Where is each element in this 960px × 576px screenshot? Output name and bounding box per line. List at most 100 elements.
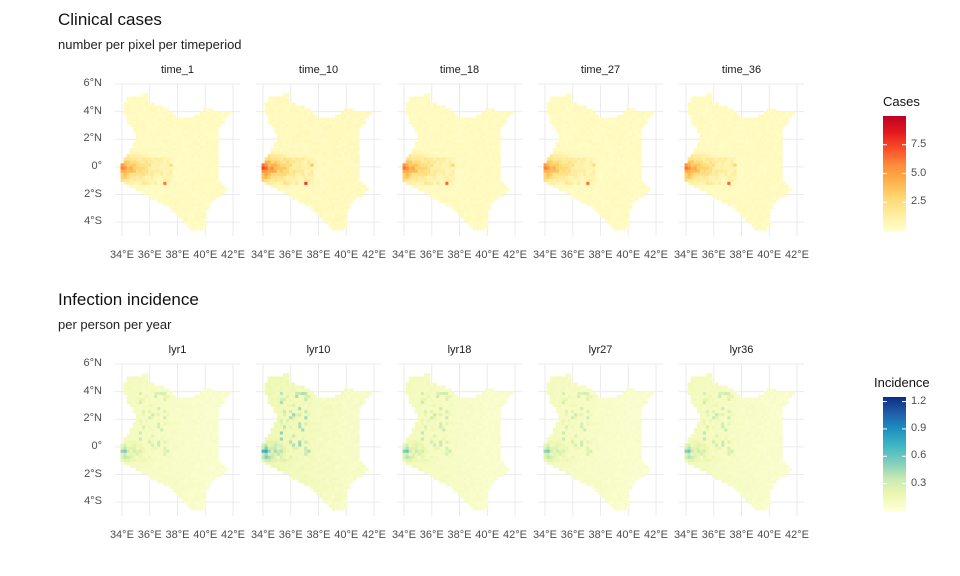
raster-cell: [334, 196, 339, 201]
raster-cell: [273, 120, 278, 125]
raster-cell: [451, 120, 455, 125]
raster-cell: [589, 163, 593, 167]
raster-cell: [187, 117, 192, 122]
raster-cell: [494, 175, 498, 179]
raster-cell: [610, 221, 615, 225]
raster-cell: [472, 227, 477, 231]
raster-cell: [215, 114, 219, 119]
raster-cell: [123, 111, 127, 115]
raster-cell: [549, 96, 554, 100]
raster-cell: [310, 175, 314, 179]
raster-cell: [580, 148, 584, 152]
raster-cell: [577, 172, 581, 176]
raster-cell: [730, 132, 734, 137]
raster-cell: [475, 166, 480, 170]
raster-cell: [568, 117, 572, 122]
raster-cell: [739, 117, 743, 122]
raster-cell: [151, 117, 155, 122]
raster-cell: [157, 190, 161, 195]
raster-cell: [767, 163, 771, 167]
raster-cell: [632, 181, 636, 185]
raster-cell: [574, 120, 578, 125]
raster-cell: [423, 111, 428, 115]
raster-cell: [635, 145, 639, 149]
raster-cell: [157, 114, 161, 119]
raster-cell: [564, 163, 569, 167]
raster-cell: [295, 175, 299, 179]
raster-cell: [344, 108, 348, 112]
raster-cell: [638, 181, 642, 185]
raster-cell: [568, 99, 572, 103]
raster-cell: [709, 105, 713, 109]
raster-cell: [138, 102, 143, 106]
raster-cell: [359, 187, 363, 191]
raster-cell: [475, 190, 480, 195]
raster-cell: [181, 184, 186, 188]
raster-cell: [568, 154, 572, 158]
raster-cell: [190, 154, 195, 158]
raster-cell: [209, 117, 213, 122]
raster-cell: [601, 202, 605, 207]
raster-cell: [451, 169, 455, 173]
raster-cell: [604, 166, 609, 170]
raster-cell: [356, 166, 360, 170]
raster-cell: [543, 178, 547, 182]
raster-cell: [712, 154, 716, 158]
raster-cell: [764, 187, 768, 191]
raster-cell: [472, 175, 477, 179]
raster-cell: [169, 178, 173, 182]
raster-cell: [328, 205, 333, 210]
raster-cell: [331, 208, 336, 213]
raster-cell: [344, 208, 348, 213]
raster-cell: [135, 114, 140, 119]
raster-cell: [175, 117, 179, 122]
raster-cell: [583, 181, 587, 185]
raster-cell: [475, 154, 480, 158]
raster-cell: [754, 202, 759, 207]
raster-cell: [463, 145, 468, 149]
raster-cell: [169, 184, 173, 188]
raster-cell: [742, 148, 746, 152]
raster-cell: [460, 205, 464, 210]
raster-cell: [273, 117, 278, 122]
raster-cell: [190, 218, 195, 222]
raster-cell: [555, 157, 560, 161]
raster-cell: [445, 123, 449, 128]
raster-cell: [488, 132, 492, 137]
raster-cell: [193, 193, 198, 198]
raster-cell: [184, 148, 189, 152]
raster-cell: [129, 117, 134, 122]
raster-cell: [402, 166, 406, 170]
raster-cell: [304, 163, 308, 167]
raster-cell: [757, 117, 762, 122]
raster-cell: [307, 142, 311, 146]
raster-cell: [709, 123, 713, 128]
raster-cell: [273, 99, 278, 103]
raster-cell: [282, 102, 287, 106]
raster-cell: [555, 169, 560, 173]
raster-cell: [635, 123, 639, 128]
raster-cell: [215, 175, 219, 179]
raster-cell: [353, 132, 357, 137]
raster-cell: [595, 196, 599, 201]
raster-cell: [494, 135, 498, 140]
raster-cell: [203, 111, 207, 115]
raster-cell: [405, 111, 409, 115]
raster-cell: [267, 181, 272, 185]
raster-cell: [619, 151, 624, 155]
raster-cell: [613, 227, 618, 231]
raster-cell: [730, 193, 734, 198]
raster-cell: [316, 175, 320, 179]
raster-cell: [739, 123, 743, 128]
raster-cell: [132, 129, 137, 134]
raster-cell: [430, 172, 434, 176]
raster-cell: [344, 202, 348, 207]
raster-cell: [773, 190, 777, 195]
raster-cell: [721, 123, 725, 128]
raster-cell: [212, 163, 216, 167]
raster-cell: [209, 172, 213, 176]
raster-cell: [601, 163, 605, 167]
raster-cell: [601, 151, 605, 155]
raster-cell: [341, 184, 345, 188]
raster-cell: [273, 102, 278, 106]
